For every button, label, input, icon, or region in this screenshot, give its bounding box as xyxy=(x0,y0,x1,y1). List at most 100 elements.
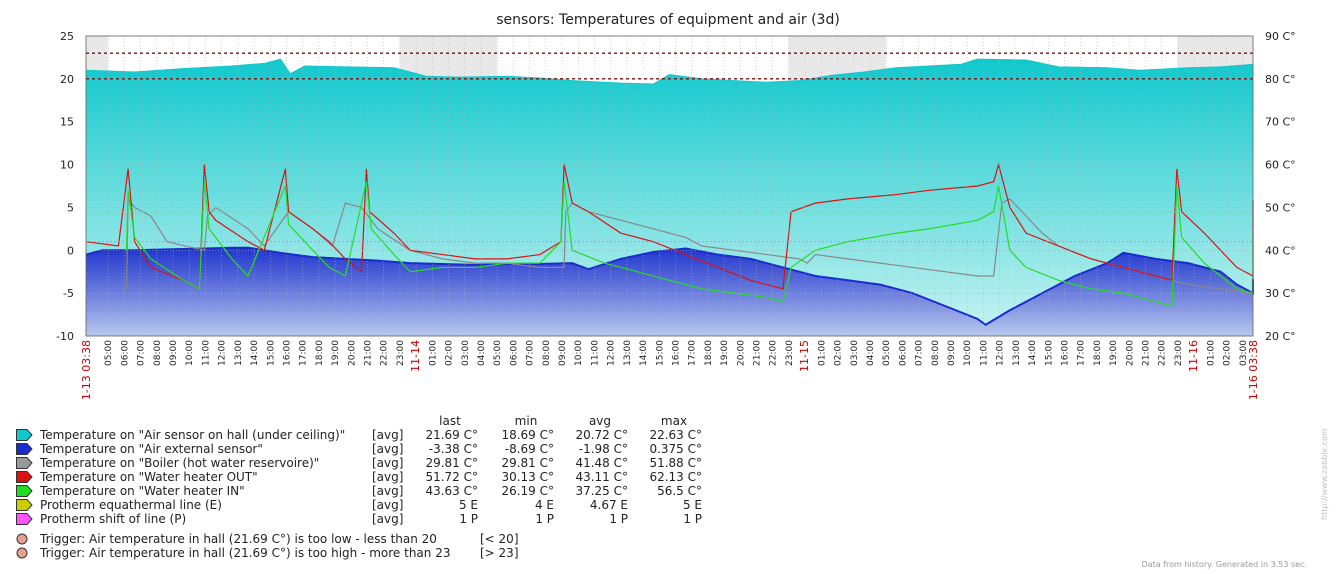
y-left-tick: 20 xyxy=(60,73,74,86)
x-tick-label: 20:00 xyxy=(736,340,746,366)
series-line xyxy=(85,58,1254,85)
x-tick-label: 08:00 xyxy=(153,340,163,366)
x-tick-label: 11-14 xyxy=(409,340,422,372)
x-date-label: 11-13 03:38 xyxy=(80,340,93,400)
x-tick-label: 08:00 xyxy=(542,340,552,366)
x-tick-label: 19:00 xyxy=(720,340,730,366)
y-right-tick: 40 C° xyxy=(1265,244,1296,257)
x-tick-label: 09:00 xyxy=(558,340,568,366)
x-tick-label: 04:00 xyxy=(866,340,876,366)
legend-value-last: 5 E xyxy=(458,498,478,512)
x-tick-label: 07:00 xyxy=(915,340,925,366)
legend-value-max: 56.5 C° xyxy=(657,484,702,498)
y-right-tick: 20 C° xyxy=(1265,330,1296,343)
y-right-tick: 80 C° xyxy=(1265,73,1296,86)
legend-value-avg: 20.72 C° xyxy=(575,428,628,442)
legend-value-max: 0.375 C° xyxy=(649,442,702,456)
legend-value-max: 5 E xyxy=(682,498,702,512)
trigger-dot-icon xyxy=(16,547,28,559)
x-tick-label: 17:00 xyxy=(299,340,309,366)
x-tick-label: 10:00 xyxy=(574,340,584,366)
legend-func: [avg] xyxy=(372,456,404,470)
legend-swatch-icon xyxy=(16,443,33,455)
x-tick-label: 17:00 xyxy=(688,340,698,366)
legend-series-name: Temperature on "Water heater IN" xyxy=(40,484,245,498)
x-tick-label: 21:00 xyxy=(364,340,374,366)
y-right-tick: 50 C° xyxy=(1265,201,1296,214)
x-tick-label: 01:00 xyxy=(428,340,438,366)
legend-func: [avg] xyxy=(372,484,404,498)
y-right-tick: 90 C° xyxy=(1265,30,1296,43)
x-tick-label: 14:00 xyxy=(1028,340,1038,366)
legend-value-last: 43.63 C° xyxy=(425,484,478,498)
x-tick-label: 22:00 xyxy=(1158,340,1168,366)
generated-footer: Data from history. Generated in 3.53 sec… xyxy=(1141,560,1307,569)
x-tick-label: 11-15 xyxy=(798,340,811,372)
legend-series-name: Temperature on "Air sensor on hall (unde… xyxy=(40,428,346,442)
x-tick-label: 23:00 xyxy=(396,340,406,366)
legend-series-name: Temperature on "Boiler (hot water reserv… xyxy=(40,456,320,470)
legend-value-avg: 37.25 C° xyxy=(575,484,628,498)
legend-value-avg: 41.48 C° xyxy=(575,456,628,470)
legend-value-min: 26.19 C° xyxy=(501,484,554,498)
y-right-tick: 70 C° xyxy=(1265,116,1296,129)
legend-value-max: 62.13 C° xyxy=(649,470,702,484)
legend-value-min: 29.81 C° xyxy=(501,456,554,470)
legend-swatch-icon xyxy=(16,429,33,441)
x-tick-label: 07:00 xyxy=(137,340,147,366)
x-date-label: 11-16 03:38 xyxy=(1247,340,1260,400)
legend-value-max: 22.63 C° xyxy=(649,428,702,442)
legend-func: [avg] xyxy=(372,498,404,512)
y-left-tick: 25 xyxy=(60,30,74,43)
x-tick-label: 09:00 xyxy=(169,340,179,366)
y-right-tick: 30 C° xyxy=(1265,287,1296,300)
x-tick-label: 06:00 xyxy=(120,340,130,366)
x-tick-label: 16:00 xyxy=(1060,340,1070,366)
legend-value-avg: 4.67 E xyxy=(589,498,628,512)
legend-value-last: 51.72 C° xyxy=(425,470,478,484)
trigger-condition: [> 23] xyxy=(480,546,519,560)
y-left-tick: 5 xyxy=(67,201,74,214)
x-tick-label: 05:00 xyxy=(493,340,503,366)
x-tick-label: 02:00 xyxy=(834,340,844,366)
x-tick-label: 11:00 xyxy=(590,340,600,366)
trigger-text: Trigger: Air temperature in hall (21.69 … xyxy=(40,546,451,560)
legend-value-last: 29.81 C° xyxy=(425,456,478,470)
legend-swatch-icon xyxy=(16,499,33,511)
x-tick-label: 19:00 xyxy=(331,340,341,366)
legend-value-max: 51.88 C° xyxy=(649,456,702,470)
x-tick-label: 13:00 xyxy=(623,340,633,366)
x-tick-label: 05:00 xyxy=(882,340,892,366)
legend-func: [avg] xyxy=(372,442,404,456)
x-tick-label: 02:00 xyxy=(445,340,455,366)
trigger-text: Trigger: Air temperature in hall (21.69 … xyxy=(40,532,437,546)
legend-header-last: last xyxy=(439,414,461,428)
x-tick-label: 12:00 xyxy=(218,340,228,366)
x-tick-label: 05:00 xyxy=(104,340,114,366)
series-area xyxy=(86,247,1253,336)
watermark: http://www.zabbix.com xyxy=(1320,428,1329,520)
x-tick-label: 17:00 xyxy=(1077,340,1087,366)
series-line xyxy=(125,181,1254,307)
legend-value-min: 18.69 C° xyxy=(501,428,554,442)
x-tick-label: 10:00 xyxy=(963,340,973,366)
x-tick-label: 22:00 xyxy=(769,340,779,366)
legend-series-name: Protherm shift of line (P) xyxy=(40,512,187,526)
trigger-condition: [< 20] xyxy=(480,532,519,546)
legend-series-name: Protherm equathermal line (E) xyxy=(40,498,222,512)
y-left-tick: -10 xyxy=(56,330,74,343)
y-left-tick: 0 xyxy=(67,244,74,257)
legend-value-last: -3.38 C° xyxy=(428,442,478,456)
x-tick-label: 03:00 xyxy=(461,340,471,366)
legend-value-avg: 1 P xyxy=(609,512,628,526)
x-tick-label: 03:00 xyxy=(850,340,860,366)
y-left-tick: 15 xyxy=(60,116,74,129)
y-right-tick: 60 C° xyxy=(1265,159,1296,172)
y-left-tick: 10 xyxy=(60,159,74,172)
x-tick-label: 06:00 xyxy=(898,340,908,366)
legend-value-min: 1 P xyxy=(535,512,554,526)
legend-series-name: Temperature on "Air external sensor" xyxy=(40,442,263,456)
x-tick-label: 01:00 xyxy=(817,340,827,366)
x-tick-label: 11:00 xyxy=(979,340,989,366)
series-line xyxy=(125,197,1254,295)
